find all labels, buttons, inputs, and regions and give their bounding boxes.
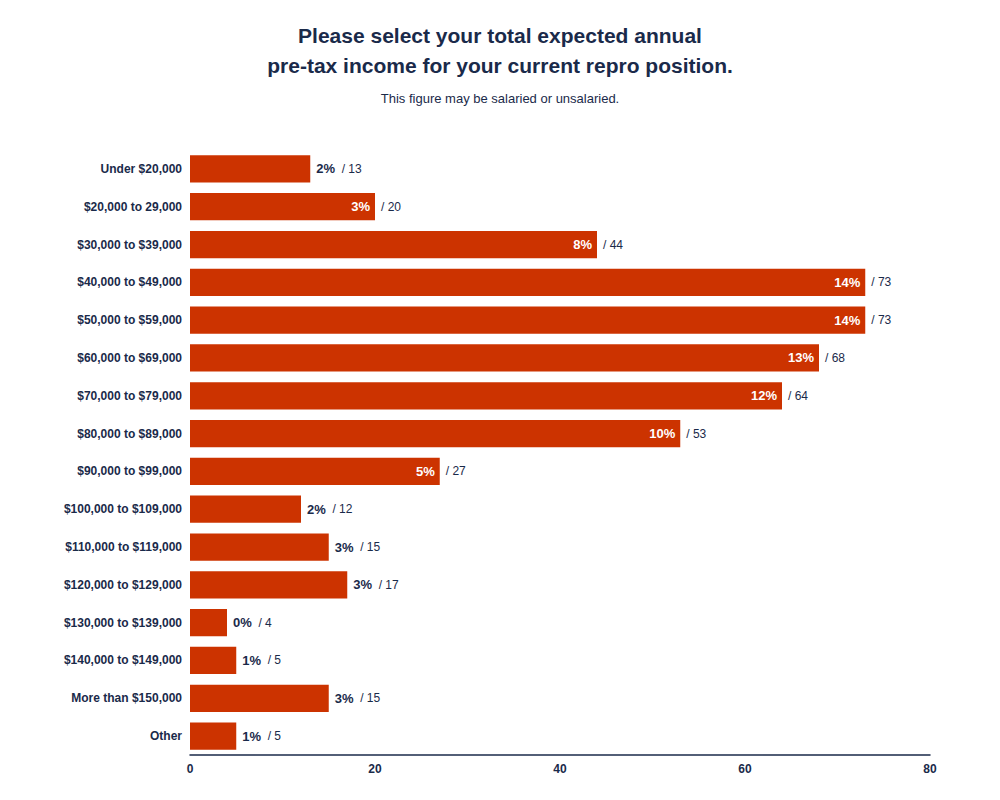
svg-text:$30,000 to $39,000: $30,000 to $39,000 <box>77 238 182 252</box>
svg-text:60: 60 <box>738 762 752 776</box>
svg-text:$130,000 to $139,000: $130,000 to $139,000 <box>64 616 182 630</box>
svg-text:3%: 3% <box>351 199 370 214</box>
svg-text:$110,000 to $119,000: $110,000 to $119,000 <box>65 540 182 554</box>
svg-text:/ 44: / 44 <box>603 238 623 252</box>
svg-text:/ 15: / 15 <box>360 691 380 705</box>
svg-text:This figure may be salaried or: This figure may be salaried or unsalarie… <box>381 91 619 106</box>
svg-text:80: 80 <box>923 762 937 776</box>
svg-text:/ 53: / 53 <box>686 427 706 441</box>
svg-text:3%: 3% <box>335 691 354 706</box>
svg-text:20: 20 <box>368 762 382 776</box>
svg-text:$80,000 to $89,000: $80,000 to $89,000 <box>77 427 182 441</box>
svg-text:pre-tax income for your curren: pre-tax income for your current repro po… <box>267 54 733 77</box>
svg-text:1%: 1% <box>242 729 261 744</box>
svg-text:0: 0 <box>187 762 194 776</box>
svg-text:$140,000 to $149,000: $140,000 to $149,000 <box>64 653 182 667</box>
svg-text:12%: 12% <box>751 388 777 403</box>
svg-text:/ 4: / 4 <box>258 616 272 630</box>
svg-text:13%: 13% <box>788 350 814 365</box>
svg-text:3%: 3% <box>335 540 354 555</box>
svg-text:1%: 1% <box>242 653 261 668</box>
svg-text:/ 73: / 73 <box>871 313 891 327</box>
svg-text:$70,000 to $79,000: $70,000 to $79,000 <box>77 389 182 403</box>
svg-text:Under $20,000: Under $20,000 <box>101 162 183 176</box>
svg-text:$50,000 to $59,000: $50,000 to $59,000 <box>77 313 182 327</box>
svg-text:40: 40 <box>553 762 567 776</box>
svg-text:$20,000 to 29,000: $20,000 to 29,000 <box>84 200 182 214</box>
svg-text:8%: 8% <box>573 237 592 252</box>
svg-text:$40,000 to $49,000: $40,000 to $49,000 <box>77 275 182 289</box>
svg-text:/ 27: / 27 <box>446 464 466 478</box>
svg-text:10%: 10% <box>649 426 675 441</box>
svg-text:/ 20: / 20 <box>381 200 401 214</box>
svg-text:Other: Other <box>150 729 182 743</box>
svg-text:14%: 14% <box>834 275 860 290</box>
svg-text:5%: 5% <box>416 464 435 479</box>
svg-text:More than $150,000: More than $150,000 <box>71 691 182 705</box>
svg-text:/ 64: / 64 <box>788 389 808 403</box>
svg-text:$90,000 to $99,000: $90,000 to $99,000 <box>77 464 182 478</box>
svg-text:/ 68: / 68 <box>825 351 845 365</box>
svg-text:14%: 14% <box>834 313 860 328</box>
svg-text:0%: 0% <box>233 615 252 630</box>
svg-text:/ 13: / 13 <box>342 162 362 176</box>
svg-text:$100,000 to $109,000: $100,000 to $109,000 <box>64 502 182 516</box>
svg-text:/ 73: / 73 <box>871 275 891 289</box>
svg-text:/ 5: / 5 <box>268 653 282 667</box>
svg-text:/ 15: / 15 <box>360 540 380 554</box>
svg-text:Please select your total expec: Please select your total expected annual <box>298 24 702 47</box>
svg-text:$120,000 to $129,000: $120,000 to $129,000 <box>64 578 182 592</box>
svg-text:/ 17: / 17 <box>379 578 399 592</box>
svg-text:2%: 2% <box>307 502 326 517</box>
svg-text:/ 5: / 5 <box>268 729 282 743</box>
svg-text:2%: 2% <box>316 161 335 176</box>
svg-text:$60,000 to $69,000: $60,000 to $69,000 <box>77 351 182 365</box>
svg-text:3%: 3% <box>353 577 372 592</box>
svg-text:/ 12: / 12 <box>332 502 352 516</box>
